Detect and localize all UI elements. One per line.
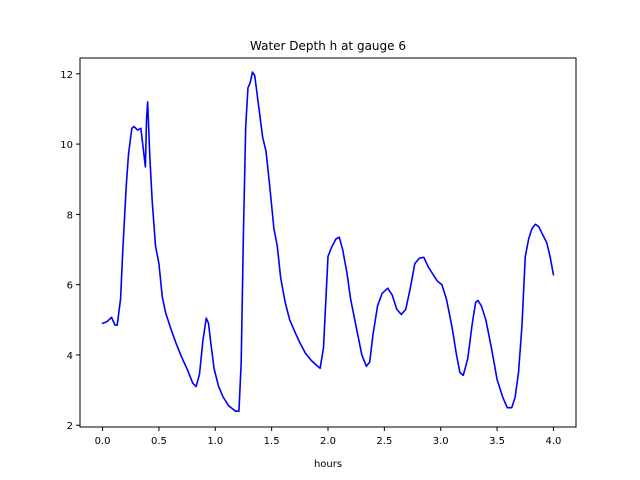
x-tick-label: 2.5 — [376, 436, 392, 447]
y-tick-label: 12 — [60, 70, 73, 81]
y-tick-label: 2 — [67, 421, 73, 432]
y-tick-label: 10 — [60, 140, 73, 151]
y-axis: 2 4 6 8 10 12 — [60, 70, 80, 432]
x-tick-label: 1.0 — [207, 436, 223, 447]
x-axis-label: hours — [314, 459, 342, 470]
x-tick-label: 3.5 — [489, 436, 505, 447]
x-tick-label: 0.0 — [95, 436, 111, 447]
series-layer — [101, 71, 555, 412]
x-tick-label: 2.0 — [320, 436, 336, 447]
x-axis: 0.0 0.5 1.0 1.5 2.0 2.5 3.0 3.5 4.0 — [95, 427, 562, 447]
chart-title: Water Depth h at gauge 6 — [250, 39, 406, 53]
y-tick-label: 6 — [67, 281, 73, 292]
x-tick-label: 1.5 — [264, 436, 280, 447]
series-line — [101, 71, 555, 412]
y-tick-label: 8 — [67, 210, 73, 221]
y-tick-label: 4 — [67, 351, 73, 362]
plot-area — [79, 57, 577, 428]
x-tick-label: 0.5 — [151, 436, 167, 447]
plot-background — [80, 58, 576, 427]
x-tick-label: 3.0 — [433, 436, 449, 447]
x-tick-label: 4.0 — [546, 436, 562, 447]
